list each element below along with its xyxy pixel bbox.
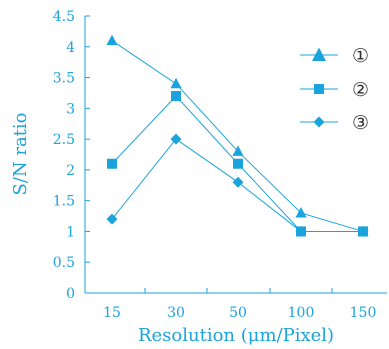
legend-item-3: ③ (300, 112, 369, 134)
y-tick-label: 2.5 (53, 132, 75, 148)
axes: 0 0.5 1 1.5 2 2.5 3 3.5 4 4.5 15 30 50 100 150 (53, 9, 387, 321)
legend-label: ① (352, 45, 369, 67)
legend-marker (313, 116, 325, 128)
series-2-point (107, 158, 117, 169)
y-tick-label: 3.5 (53, 71, 75, 87)
x-tick-label: 150 (350, 305, 377, 321)
series-1 (106, 34, 369, 236)
x-axis-title: Resolution (μm/Pixel) (138, 325, 334, 346)
series-2 (107, 91, 368, 237)
series-3 (106, 133, 369, 237)
y-tick-label: 3 (66, 101, 75, 117)
series-2-point (171, 91, 181, 102)
x-tick-label: 15 (103, 305, 121, 321)
series-1-point (232, 145, 244, 156)
legend-marker (314, 84, 324, 94)
y-tick-label: 1 (66, 224, 75, 240)
series-1-point (106, 34, 118, 46)
y-tick-label: 2 (66, 163, 75, 179)
legend-item-2: ② (300, 79, 369, 101)
legend-marker (312, 47, 326, 61)
series-3-point (357, 225, 369, 237)
series-1-point (295, 206, 307, 218)
series-1-point (170, 77, 182, 89)
series-3-point (295, 225, 307, 237)
y-tick-label: 4.5 (53, 9, 75, 25)
legend-item-1: ① (300, 45, 369, 67)
legend-label: ③ (352, 112, 369, 134)
y-tick-label: 1.5 (53, 194, 75, 210)
series-3-point (232, 176, 244, 188)
x-tick-label: 30 (167, 305, 185, 321)
y-tick-label: 0.5 (53, 255, 75, 271)
series-3-point (106, 213, 118, 225)
y-tick-label: 0 (66, 286, 75, 302)
plot-area (106, 34, 369, 237)
x-tick-label: 100 (288, 305, 315, 321)
series-3-point (170, 133, 182, 145)
legend-label: ② (352, 79, 369, 101)
series-2-point (233, 158, 243, 169)
legend: ① ② ③ (300, 45, 369, 134)
y-axis-title: S/N ratio (10, 112, 31, 195)
series-1-line (111, 40, 364, 232)
x-tick-label: 50 (229, 305, 247, 321)
y-tick-label: 4 (66, 40, 75, 56)
